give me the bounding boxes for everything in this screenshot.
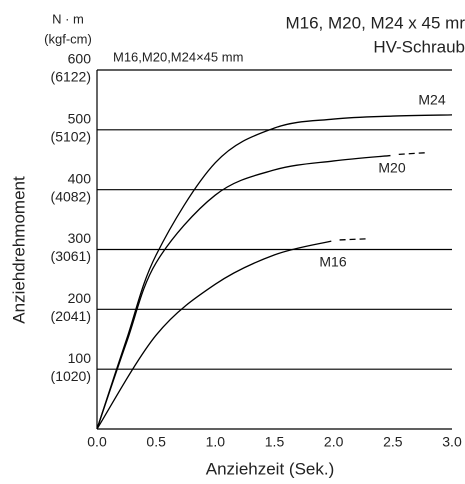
y-tick-label: 500 [68,111,92,127]
y-unit-secondary: (kgf-cm) [44,31,92,46]
x-tick-label: 0.0 [87,434,107,450]
y-tick-label: 300 [68,230,92,246]
y-tick-label: 400 [68,170,92,186]
line [96,114,453,430]
line [96,154,391,430]
subtitle: M16,M20,M24×45 mm [113,49,243,64]
x-tick-label: 0.5 [146,434,166,450]
line-extension [339,238,370,241]
x-tick-label: 2.5 [383,434,403,450]
x-tick-label: 1.0 [206,434,226,450]
y-tick-label-secondary: (4082) [51,188,91,204]
y-tick-label: 600 [68,51,92,67]
line-extension [398,151,429,156]
line [96,240,332,430]
chart-title: M16, M20, M24 x 45 mr [285,13,465,32]
y-tick-label: 100 [68,350,92,366]
x-tick-label: 3.0 [442,434,462,450]
chart-title-line2: HV-Schraub [373,37,465,56]
y-tick-label-secondary: (2041) [51,308,91,324]
y-tick-label-secondary: (1020) [51,368,91,384]
series-label: M16 [319,254,346,270]
y-unit: N · m [52,11,84,26]
series-label: M20 [378,160,405,176]
y-tick-label-secondary: (6122) [51,69,91,85]
x-tick-label: 2.0 [324,434,344,450]
x-axis-label: Anziehzeit (Sek.) [206,459,335,478]
series-label: M24 [418,92,445,108]
y-tick-label-secondary: (3061) [51,248,91,264]
y-tick-label-secondary: (5102) [51,129,91,145]
y-tick-label: 200 [68,290,92,306]
x-tick-label: 1.5 [265,434,285,450]
y-axis-label: Anziehdrehmoment [9,176,28,324]
